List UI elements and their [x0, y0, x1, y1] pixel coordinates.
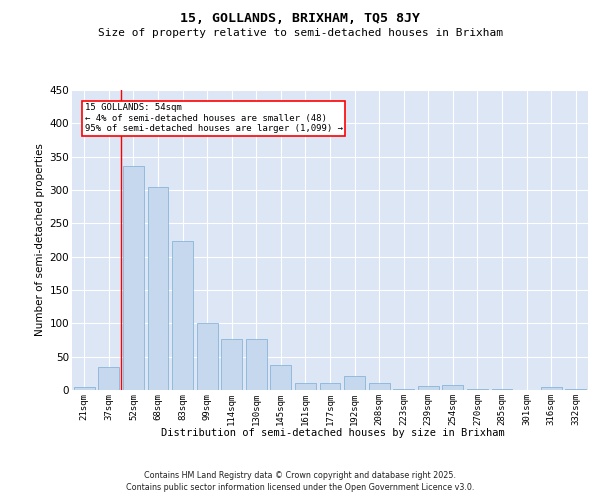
Text: Distribution of semi-detached houses by size in Brixham: Distribution of semi-detached houses by … [161, 428, 505, 438]
Text: Size of property relative to semi-detached houses in Brixham: Size of property relative to semi-detach… [97, 28, 503, 38]
Bar [442, 386, 463, 390]
Text: Contains HM Land Registry data © Crown copyright and database right 2025.: Contains HM Land Registry data © Crown c… [144, 471, 456, 480]
Bar [246, 340, 267, 390]
Text: 15, GOLLANDS, BRIXHAM, TQ5 8JY: 15, GOLLANDS, BRIXHAM, TQ5 8JY [180, 12, 420, 26]
Bar [148, 186, 169, 390]
Bar [295, 384, 316, 390]
Bar [172, 240, 193, 390]
Bar [221, 340, 242, 390]
Y-axis label: Number of semi-detached properties: Number of semi-detached properties [35, 144, 46, 336]
Bar [271, 364, 292, 390]
Bar [418, 386, 439, 390]
Bar [368, 384, 389, 390]
Bar [197, 322, 218, 390]
Bar [344, 376, 365, 390]
Text: Contains public sector information licensed under the Open Government Licence v3: Contains public sector information licen… [126, 484, 474, 492]
Bar [74, 388, 95, 390]
Bar [98, 366, 119, 390]
Bar [393, 388, 414, 390]
Text: 15 GOLLANDS: 54sqm
← 4% of semi-detached houses are smaller (48)
95% of semi-det: 15 GOLLANDS: 54sqm ← 4% of semi-detached… [85, 104, 343, 133]
Bar [320, 384, 340, 390]
Bar [123, 166, 144, 390]
Bar [541, 388, 562, 390]
